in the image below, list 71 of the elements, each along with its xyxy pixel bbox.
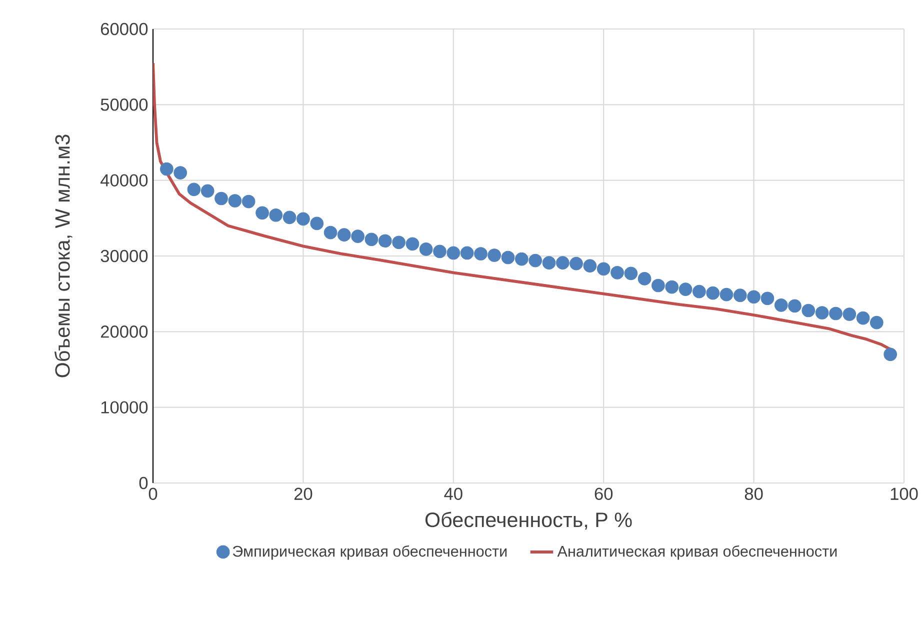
point (802, 304, 816, 318)
point (856, 311, 870, 325)
y-tick-label: 20000 (100, 326, 148, 338)
point (242, 194, 256, 208)
point (884, 348, 898, 362)
x-tick-label: 60 (594, 488, 613, 500)
point (678, 282, 692, 296)
point (556, 256, 570, 270)
legend-label: Аналитическая кривая обеспеченности (557, 545, 837, 560)
point (200, 184, 214, 198)
x-tick-label: 100 (890, 488, 918, 500)
y-tick-label: 0 (139, 476, 148, 490)
point (515, 252, 528, 266)
point (488, 248, 502, 262)
point (788, 299, 802, 313)
y-tick-label: 50000 (100, 98, 148, 111)
point (638, 272, 652, 286)
point (351, 230, 364, 244)
point (870, 316, 884, 330)
point (256, 206, 269, 220)
y-tick-label: 40000 (100, 174, 148, 186)
point (433, 244, 446, 258)
point (815, 306, 829, 320)
point (160, 162, 174, 176)
point (282, 210, 296, 224)
point (842, 308, 856, 321)
point (610, 266, 624, 280)
point (174, 166, 188, 180)
y-axis-title: Объемы стока, W млн.м3 (54, 134, 72, 378)
point (733, 288, 747, 302)
point (392, 236, 406, 250)
point (774, 298, 788, 312)
point (364, 232, 378, 246)
point (378, 234, 392, 248)
x-tick-label: 80 (744, 488, 763, 500)
point (337, 228, 351, 242)
point (446, 246, 460, 260)
point (214, 192, 228, 206)
point (570, 256, 583, 270)
point (665, 280, 679, 294)
y-tick-label: 10000 (101, 401, 148, 414)
point (583, 259, 597, 273)
point (528, 254, 542, 268)
point (542, 256, 556, 270)
x-tick-label: 0 (148, 488, 158, 500)
point (460, 246, 474, 260)
point (474, 247, 488, 260)
point (829, 306, 842, 320)
point (228, 194, 242, 208)
point (406, 237, 420, 251)
point (324, 226, 338, 240)
y-tick-label: 30000 (100, 250, 148, 262)
point (187, 182, 201, 196)
point (720, 288, 734, 302)
x-tick-label: 20 (294, 488, 312, 500)
x-axis-title: Обеспеченность, P % (425, 512, 632, 530)
point (296, 212, 310, 226)
point (269, 208, 283, 222)
point (501, 250, 515, 264)
point (706, 286, 720, 300)
point (624, 266, 638, 280)
y-tick-label: 60000 (100, 22, 148, 36)
x-tick-label: 40 (444, 488, 462, 500)
point (419, 242, 433, 256)
point (596, 262, 610, 276)
point (760, 292, 774, 306)
legend-label: Эмпирическая кривая обеспеченности (232, 545, 507, 560)
point (747, 290, 760, 304)
point (692, 284, 706, 298)
point (652, 278, 665, 292)
point (310, 216, 324, 230)
